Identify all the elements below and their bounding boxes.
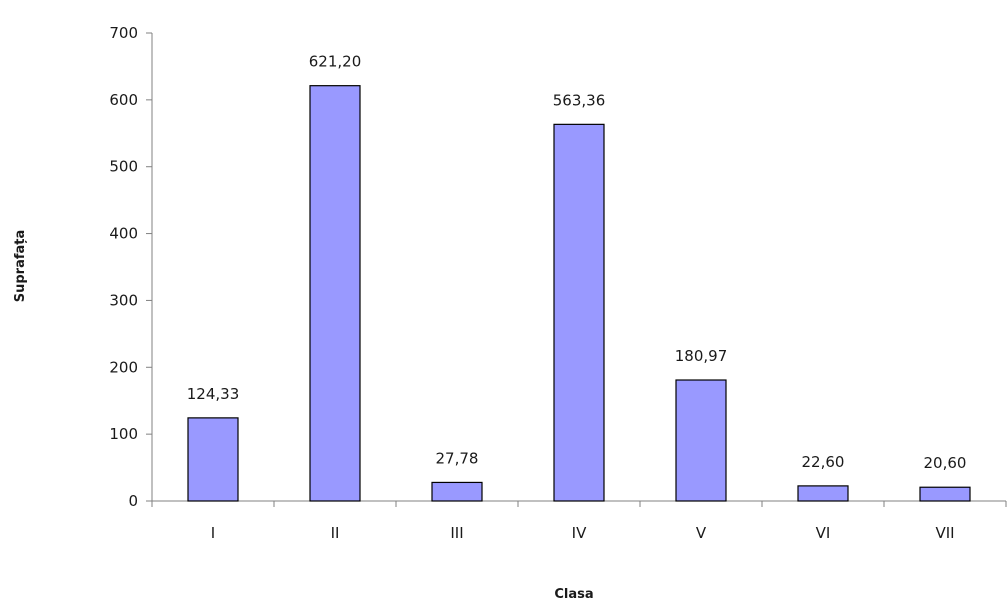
x-tick-label: V <box>696 524 707 542</box>
y-tick-label: 300 <box>109 291 138 309</box>
x-axis: I II III IV V VI VII <box>151 500 1007 542</box>
data-labels: 124,33 621,20 27,78 563,36 180,97 22,60 20,60 <box>187 53 967 473</box>
data-label-III: 27,78 <box>436 449 479 467</box>
y-tick-label: 0 <box>128 492 138 510</box>
data-label-II: 621,20 <box>309 53 362 71</box>
bar-V <box>675 379 727 502</box>
bar-I <box>187 417 239 502</box>
x-tick-label: VII <box>935 524 954 542</box>
bars <box>187 85 971 502</box>
bar-II <box>309 85 361 502</box>
x-tick-label: VI <box>816 524 831 542</box>
y-tick-label: 600 <box>109 91 138 109</box>
bar-VI <box>797 485 849 502</box>
y-axis: 0 100 200 300 400 500 600 700 <box>109 24 153 510</box>
y-tick-label: 700 <box>109 24 138 42</box>
data-label-VI: 22,60 <box>802 453 845 471</box>
y-tick-label: 200 <box>109 358 138 376</box>
x-tick-label: I <box>211 524 215 542</box>
x-tick-label: IV <box>572 524 587 542</box>
data-label-VII: 20,60 <box>924 454 967 472</box>
x-axis-title: Clasa <box>554 587 593 602</box>
y-tick-label: 400 <box>109 225 138 243</box>
y-tick-label: 100 <box>109 425 138 443</box>
data-label-I: 124,33 <box>187 385 240 403</box>
data-label-V: 180,97 <box>675 347 728 365</box>
bar-III <box>431 481 483 502</box>
x-tick-label: III <box>450 524 463 542</box>
y-axis-title: Suprafața <box>13 230 28 303</box>
x-tick-label: II <box>331 524 340 542</box>
data-label-IV: 563,36 <box>553 91 606 109</box>
bar-IV <box>553 123 605 502</box>
bar-VII <box>919 486 971 502</box>
y-tick-label: 500 <box>109 158 138 176</box>
